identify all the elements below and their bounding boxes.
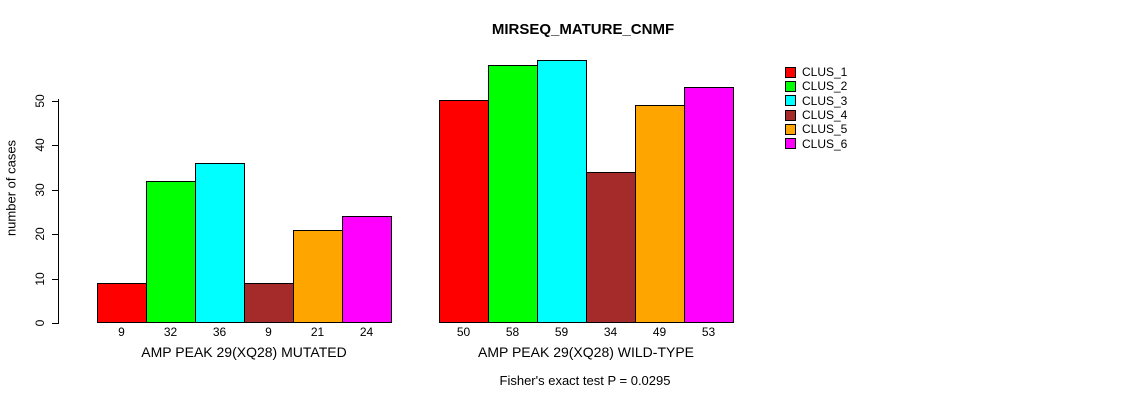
legend-item-clus_1: CLUS_1 — [785, 65, 847, 79]
bar-value-label: 58 — [505, 325, 520, 339]
chart-title: MIRSEQ_MATURE_CNMF — [491, 21, 675, 38]
y-tick-label: 10 — [33, 272, 47, 286]
y-tick-mark — [52, 101, 58, 102]
y-tick-label: 20 — [33, 227, 47, 241]
legend-label: CLUS_2 — [802, 79, 848, 94]
bar-value-label: 9 — [265, 325, 272, 339]
bar-value-label: 24 — [359, 325, 374, 339]
bar-clus_6 — [342, 216, 392, 323]
legend-swatch-icon — [785, 123, 796, 135]
bar-value-label: 21 — [310, 325, 325, 339]
y-tick-label: 40 — [33, 138, 47, 152]
x-group-label-wild-type: AMP PEAK 29(XQ28) WILD-TYPE — [477, 344, 695, 360]
y-tick-label: 50 — [33, 94, 47, 108]
y-tick-label: 30 — [33, 183, 47, 197]
bar-value-label: 34 — [603, 325, 618, 339]
bar-clus_3 — [537, 60, 587, 323]
legend-item-clus_2: CLUS_2 — [785, 79, 847, 93]
bar-value-label: 49 — [652, 325, 667, 339]
bar-clus_3 — [195, 163, 245, 323]
legend-swatch-icon — [785, 109, 796, 121]
bar-clus_5 — [635, 105, 685, 323]
bar-clus_1 — [439, 100, 489, 323]
bar-value-label: 59 — [554, 325, 569, 339]
bar-value-label: 50 — [456, 325, 471, 339]
bar-clus_2 — [146, 181, 196, 323]
legend-item-clus_5: CLUS_5 — [785, 122, 847, 136]
legend-label: CLUS_5 — [802, 122, 848, 137]
bar-value-label: 32 — [163, 325, 178, 339]
legend-label: CLUS_6 — [802, 136, 848, 151]
y-tick-mark — [52, 279, 58, 280]
y-axis-title: number of cases — [3, 139, 19, 237]
bar-value-label: 53 — [701, 325, 716, 339]
y-tick-mark — [52, 323, 58, 324]
legend: CLUS_1 CLUS_2 CLUS_3 CLUS_4 CLUS_5 CLUS_6 — [785, 65, 847, 151]
bar-clus_4 — [586, 172, 636, 323]
legend-item-clus_3: CLUS_3 — [785, 94, 847, 108]
bar-clus_6 — [684, 87, 734, 323]
y-tick-mark — [52, 190, 58, 191]
y-tick-mark — [52, 145, 58, 146]
footnote-fisher-test: Fisher's exact test P = 0.0295 — [499, 373, 671, 388]
bar-clus_4 — [244, 283, 294, 323]
bar-clus_2 — [488, 65, 538, 323]
legend-label: CLUS_4 — [802, 108, 848, 123]
y-tick-label: 0 — [33, 319, 47, 327]
y-axis-line — [58, 99, 59, 324]
bar-clus_1 — [97, 283, 147, 323]
bar-clus_5 — [293, 230, 343, 323]
legend-swatch-icon — [785, 80, 796, 92]
legend-item-clus_6: CLUS_6 — [785, 136, 847, 150]
x-group-label-mutated: AMP PEAK 29(XQ28) MUTATED — [141, 344, 347, 360]
legend-item-clus_4: CLUS_4 — [785, 108, 847, 122]
legend-label: CLUS_1 — [802, 65, 848, 80]
legend-swatch-icon — [785, 66, 796, 78]
y-tick-mark — [52, 234, 58, 235]
bar-value-label: 9 — [118, 325, 125, 339]
bar-value-label: 36 — [212, 325, 227, 339]
legend-swatch-icon — [785, 95, 796, 107]
legend-label: CLUS_3 — [802, 93, 848, 108]
legend-swatch-icon — [785, 138, 796, 150]
